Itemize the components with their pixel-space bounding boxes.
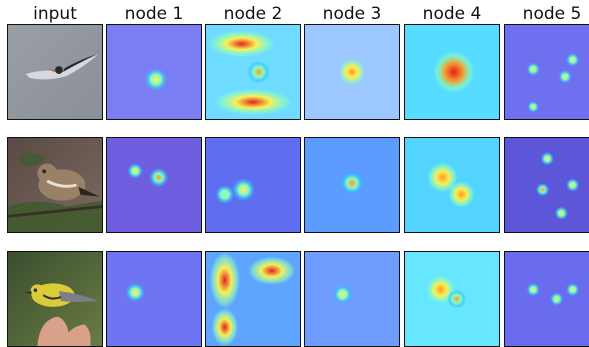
node-5-heatmap-row-3 bbox=[504, 251, 589, 347]
heat-blob bbox=[209, 252, 240, 309]
node-1-heatmap-row-2 bbox=[106, 137, 202, 233]
heat-blob bbox=[149, 168, 169, 187]
heat-blob bbox=[550, 292, 564, 306]
heat-blob bbox=[127, 163, 143, 179]
heat-blob bbox=[211, 308, 238, 346]
column-header-node-1: node 1 bbox=[124, 4, 184, 24]
node-4-heatmap-row-1 bbox=[404, 24, 500, 120]
column-header-node-5: node 5 bbox=[522, 4, 582, 24]
heat-blob bbox=[447, 289, 467, 309]
node-2-heatmap-row-1 bbox=[205, 24, 301, 120]
column-header-node-2: node 2 bbox=[223, 4, 283, 24]
heat-blob bbox=[427, 162, 458, 193]
heat-blob bbox=[527, 101, 539, 113]
heat-blob bbox=[566, 53, 580, 67]
node-5-heatmap-row-1 bbox=[504, 24, 589, 120]
heat-blob bbox=[340, 171, 364, 195]
heat-blob bbox=[232, 178, 255, 201]
heat-blob bbox=[213, 88, 293, 116]
input-image-row-3 bbox=[7, 251, 103, 347]
heat-blob bbox=[536, 183, 550, 197]
heat-blob bbox=[526, 283, 540, 297]
node-1-heatmap-row-1 bbox=[106, 24, 202, 120]
heat-blob bbox=[248, 256, 296, 285]
node-3-heatmap-row-1 bbox=[304, 24, 400, 120]
node-3-heatmap-row-3 bbox=[304, 251, 400, 347]
heat-blob bbox=[558, 70, 572, 84]
heat-blob bbox=[247, 60, 270, 84]
column-header-input: input bbox=[33, 4, 77, 24]
node-3-heatmap-row-2 bbox=[304, 137, 400, 233]
heat-blob bbox=[207, 30, 276, 57]
column-header-node-3: node 3 bbox=[322, 4, 382, 24]
heat-blob bbox=[144, 68, 168, 91]
heat-blob bbox=[540, 152, 554, 166]
input-image-row-1 bbox=[7, 24, 103, 120]
heat-blob bbox=[554, 206, 568, 220]
heat-blob bbox=[566, 178, 580, 192]
heat-blob bbox=[125, 283, 145, 302]
node-4-heatmap-row-3 bbox=[404, 251, 500, 347]
node-4-heatmap-row-2 bbox=[404, 137, 500, 233]
heat-blob bbox=[433, 51, 475, 93]
heat-blob bbox=[333, 284, 352, 304]
heat-blob bbox=[566, 283, 580, 297]
node-2-heatmap-row-2 bbox=[205, 137, 301, 233]
heat-blob bbox=[215, 185, 235, 204]
node-2-heatmap-row-3 bbox=[205, 251, 301, 347]
heat-blob bbox=[448, 181, 475, 208]
node-1-heatmap-row-3 bbox=[106, 251, 202, 347]
input-image-row-2 bbox=[7, 137, 103, 233]
node-5-heatmap-row-2 bbox=[504, 137, 589, 233]
heat-blob bbox=[338, 58, 366, 86]
heat-blob bbox=[526, 62, 540, 76]
column-header-node-4: node 4 bbox=[422, 4, 482, 24]
